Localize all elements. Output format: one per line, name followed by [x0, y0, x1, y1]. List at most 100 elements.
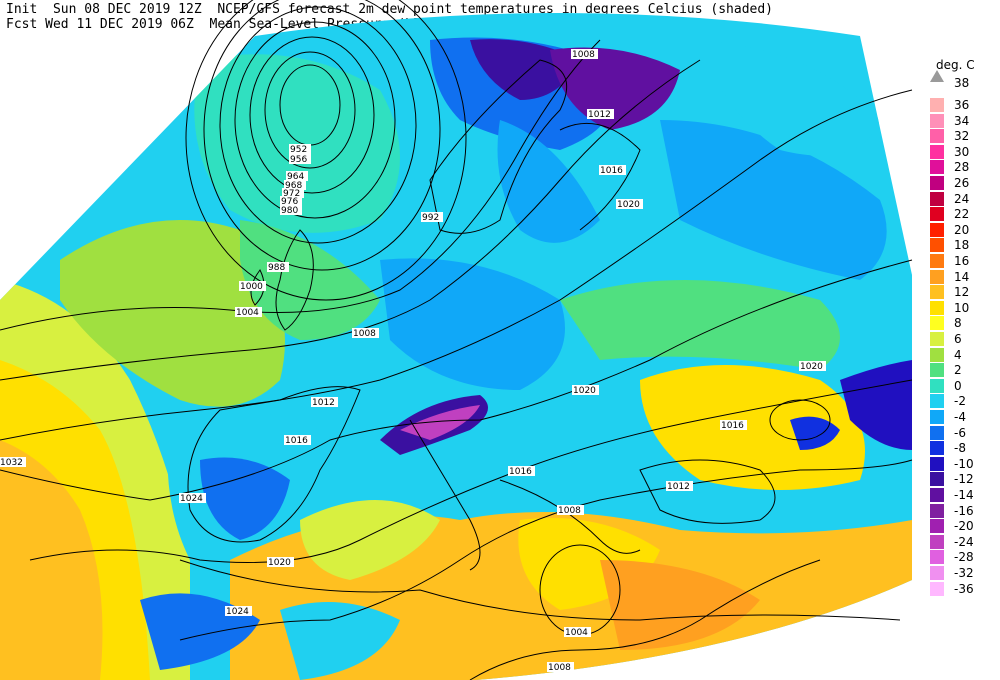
isobar-label: 956 [290, 155, 307, 165]
legend-label: -14 [954, 488, 974, 502]
isobar-label: 968 [285, 181, 302, 191]
legend-swatch [930, 300, 944, 315]
legend-swatch [930, 113, 944, 128]
legend-swatch [930, 425, 944, 440]
legend-swatch [930, 160, 944, 175]
isobar-label: 1004 [565, 628, 588, 638]
legend-row: 32 [930, 129, 998, 145]
legend-label: 0 [954, 378, 962, 393]
isobar-label: 1016 [600, 166, 623, 176]
legend-swatch [930, 378, 944, 393]
legend-label: 2 [954, 363, 962, 378]
legend-swatch [930, 98, 944, 112]
header-line-1: Init Sun 08 DEC 2019 12Z NCEP/GFS foreca… [6, 2, 774, 17]
legend-swatch [930, 238, 944, 253]
legend-top-value: 38 [954, 76, 970, 90]
isobar-label: 972 [283, 189, 300, 199]
legend-row: 10 [930, 300, 998, 317]
legend-row: -8 [930, 441, 998, 457]
legend-row: -36 [930, 581, 998, 598]
legend-swatch [930, 144, 944, 159]
isobar-label: 1020 [268, 558, 291, 568]
isobar-labels: 952 956 964 968 972 976 980 988 1000 100… [0, 49, 826, 673]
legend-swatch [930, 519, 944, 534]
legend-row: -4 [930, 410, 998, 426]
isobar-label: 976 [281, 197, 298, 207]
legend-label: -20 [954, 519, 974, 534]
isobar-label: 1008 [558, 506, 581, 516]
legend-row: 30 [930, 144, 998, 161]
legend-row: -14 [930, 488, 998, 504]
legend-label: 30 [954, 144, 970, 159]
legend-label: 34 [954, 113, 970, 128]
legend-row: -32 [930, 566, 998, 582]
legend-swatch [930, 394, 944, 409]
legend-swatch [930, 566, 944, 580]
legend-row: -10 [930, 456, 998, 473]
legend-row: 24 [930, 191, 998, 208]
legend-row: 34 [930, 113, 998, 130]
coastlines [179, 59, 901, 621]
legend-row: -24 [930, 534, 998, 551]
legend-label: 36 [954, 98, 970, 112]
legend-row: 0 [930, 378, 998, 395]
legend-label: -16 [954, 503, 974, 518]
legend-row: -12 [930, 472, 998, 488]
legend-row: 12 [930, 285, 998, 301]
legend-label: 22 [954, 207, 970, 222]
legend-label: 14 [954, 269, 970, 284]
legend-label: 28 [954, 160, 970, 175]
isobar-label: 1012 [312, 398, 335, 408]
legend-row: -16 [930, 503, 998, 520]
isobar-label: 1020 [800, 362, 823, 372]
isobar-label: 1000 [240, 282, 263, 292]
legend-swatch [930, 410, 944, 424]
legend-label: 8 [954, 316, 962, 331]
dewpoint-pressure-map: 952 956 964 968 972 976 980 988 1000 100… [0, 0, 913, 680]
legend-swatch [930, 534, 944, 549]
legend-label: 12 [954, 285, 970, 300]
legend-label: 26 [954, 176, 970, 190]
legend-label: 6 [954, 332, 962, 346]
legend-swatch [930, 191, 944, 206]
legend-swatch [930, 550, 944, 565]
legend-label: -2 [954, 394, 966, 409]
legend-swatch [930, 254, 944, 268]
isobar-label: 1008 [548, 663, 571, 673]
isobar-label: 1008 [353, 329, 376, 339]
legend-swatch [930, 222, 944, 237]
isobar-label: 1016 [509, 467, 532, 477]
legend-swatch [930, 316, 944, 331]
isobar-label: 1016 [285, 436, 308, 446]
legend-title: deg. C [936, 58, 975, 72]
isobar-label: 1012 [588, 110, 611, 120]
legend-swatch [930, 332, 944, 346]
legend-row: -28 [930, 550, 998, 566]
legend-label: 4 [954, 347, 962, 362]
legend-swatch [930, 363, 944, 378]
isobar-label: 1016 [721, 421, 744, 431]
legend-top-arrow-icon [930, 70, 944, 82]
legend-label: -4 [954, 410, 966, 424]
isobar-label: 992 [422, 213, 439, 223]
legend-swatch [930, 285, 944, 300]
legend-row: 26 [930, 176, 998, 192]
legend-row: 14 [930, 269, 998, 286]
legend-label: -28 [954, 550, 974, 565]
isobar-label: 1020 [573, 386, 596, 396]
legend-label: -32 [954, 566, 974, 580]
legend-row: -20 [930, 519, 998, 535]
legend-row: 18 [930, 238, 998, 254]
legend-row: 6 [930, 332, 998, 348]
legend-label: 18 [954, 238, 970, 253]
legend-swatch [930, 472, 944, 487]
isobar-label: 964 [287, 172, 304, 182]
isobar-label: 1012 [667, 482, 690, 492]
legend-row: 28 [930, 160, 998, 176]
isobar-label: 1020 [617, 200, 640, 210]
legend-row: 22 [930, 207, 998, 223]
isobar-label: 952 [290, 145, 307, 155]
legend-swatch [930, 129, 944, 144]
legend-label: 16 [954, 254, 970, 268]
legend-label: 24 [954, 191, 970, 206]
